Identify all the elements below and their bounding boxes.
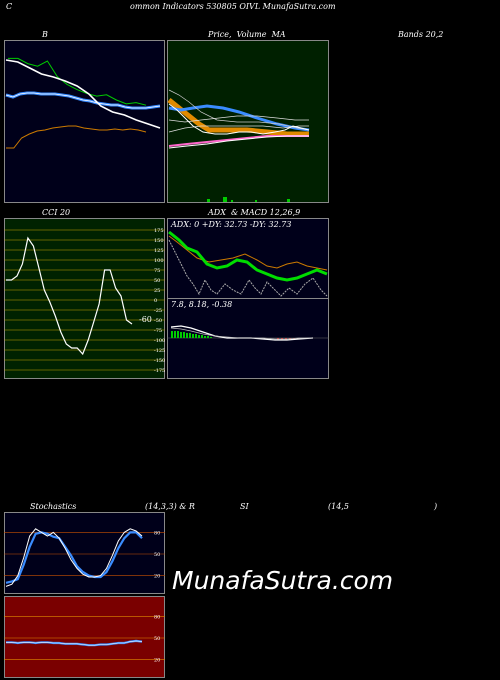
stochastics-d-line	[5, 528, 143, 587]
rsi-tick-label: 50	[154, 636, 160, 642]
price-line	[168, 103, 310, 135]
adx-green-line	[168, 230, 328, 282]
rsi-params-close: )	[434, 502, 438, 511]
stochastics-tick-label: 80	[154, 530, 160, 536]
cci-tick-label: -150	[154, 358, 165, 364]
cci-title: CCI 20	[42, 208, 71, 217]
cci-tick-label: -25	[154, 308, 162, 314]
price-ma-white-lower	[168, 135, 309, 149]
price-title: Price, Volume MA	[208, 30, 286, 39]
cci-tick-label: 150	[154, 238, 164, 244]
cci-tick-label: 100	[154, 258, 164, 264]
rsi-panel: 80 50 20	[4, 596, 165, 678]
adx-panel: ADX: 0 +DY: 32.73 -DY: 32.73	[167, 218, 329, 299]
page-title: ommon Indicators 530805 OIVL MunafaSutra…	[130, 2, 336, 11]
rsi-title: SI	[240, 502, 249, 511]
c-letter: C	[6, 2, 13, 11]
bollinger-upper-band	[8, 57, 147, 106]
rsi-tick-label: 20	[154, 658, 160, 664]
price-ma-blue	[168, 104, 310, 132]
stochastics-title: Stochastics	[30, 502, 77, 511]
macd-signal-line	[170, 327, 313, 340]
stochastics-tick-label: 20	[154, 574, 160, 580]
bollinger-panel	[4, 40, 165, 203]
bollinger-title: B	[42, 30, 48, 39]
bands-title: Bands 20,2	[398, 30, 444, 39]
cci-tick-label: 75	[154, 268, 160, 274]
stochastics-k-line	[5, 531, 143, 584]
cci-tick-label: 0	[154, 298, 157, 304]
cci-tick-label: 175	[154, 228, 164, 234]
bollinger-lower-band	[6, 125, 147, 149]
volume-bars	[207, 197, 290, 202]
cci-tick-label: -75	[154, 328, 162, 334]
rsi-frame	[4, 596, 165, 678]
bollinger-middle-inner	[5, 92, 161, 109]
stochastics-frame	[4, 512, 165, 594]
cci-tick-label: 25	[154, 288, 160, 294]
stochastics-params: (14,3,3) & R	[145, 502, 195, 511]
adx-frame	[167, 218, 329, 299]
price-ma-thin-white	[168, 89, 310, 131]
cci-value-label: -60	[139, 315, 152, 324]
adx-values: ADX: 0 +DY: 32.73 -DY: 32.73	[170, 220, 291, 229]
cci-tick-label: 50	[154, 278, 160, 284]
cci-tick-label: -175	[154, 368, 165, 374]
cci-line	[6, 236, 133, 356]
adx-macd-title: ADX & MACD 12,26,9	[208, 208, 301, 217]
macd-histogram	[171, 331, 212, 338]
rsi-tick-label: 80	[154, 614, 160, 620]
cci-tick-label: 125	[154, 248, 164, 254]
macd-values: 7.8, 8.18, -0.38	[171, 300, 232, 309]
cci-tick-label: -50	[154, 318, 162, 324]
bollinger-frame	[4, 40, 165, 203]
price-panel	[167, 40, 329, 203]
price-ma-orange	[167, 98, 309, 137]
cci-frame	[4, 218, 165, 379]
rsi-line-inner	[6, 640, 143, 646]
macd-panel: 7.8, 8.18, -0.38	[167, 298, 329, 379]
rsi-params: (14,5	[328, 502, 349, 511]
stochastics-tick-label: 50	[154, 552, 160, 558]
stochastics-panel: 80 50 20	[4, 512, 165, 594]
adx-gray-line	[168, 239, 328, 297]
adx-orange-line	[168, 235, 328, 271]
watermark: MunafaSutra.com	[172, 566, 394, 595]
cci-tick-label: -125	[154, 348, 165, 354]
price-ma-thin-white-2	[168, 115, 309, 123]
cci-panel: 175 150 125 100 75 50 25 0 -25 -50 -75 -100 -125 -150…	[4, 218, 165, 379]
cci-tick-label: -100	[154, 338, 165, 344]
bollinger-price-line	[5, 59, 161, 129]
